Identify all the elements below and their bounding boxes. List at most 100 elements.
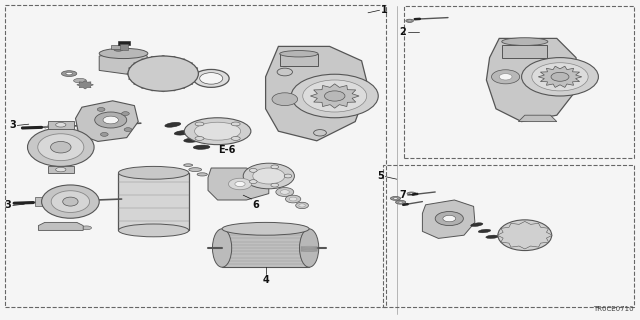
Ellipse shape xyxy=(42,185,99,218)
Ellipse shape xyxy=(301,249,317,250)
Ellipse shape xyxy=(507,225,543,245)
Ellipse shape xyxy=(284,174,292,178)
Ellipse shape xyxy=(150,64,161,69)
Text: 5: 5 xyxy=(377,171,384,181)
Ellipse shape xyxy=(486,235,499,238)
Ellipse shape xyxy=(522,58,598,96)
Ellipse shape xyxy=(157,70,170,77)
Ellipse shape xyxy=(195,137,204,140)
Polygon shape xyxy=(222,229,309,267)
Text: E-6: E-6 xyxy=(218,145,236,156)
Text: 3: 3 xyxy=(9,120,16,130)
Ellipse shape xyxy=(272,93,298,106)
Ellipse shape xyxy=(399,202,403,203)
Ellipse shape xyxy=(406,19,413,22)
Ellipse shape xyxy=(118,224,189,237)
Polygon shape xyxy=(310,84,359,108)
Ellipse shape xyxy=(303,80,367,112)
Ellipse shape xyxy=(243,163,294,189)
Ellipse shape xyxy=(81,226,92,230)
Ellipse shape xyxy=(276,188,294,196)
Ellipse shape xyxy=(195,122,204,126)
Ellipse shape xyxy=(38,134,84,161)
Ellipse shape xyxy=(149,67,177,81)
Ellipse shape xyxy=(193,69,229,87)
Ellipse shape xyxy=(280,190,289,194)
Ellipse shape xyxy=(250,168,257,172)
Ellipse shape xyxy=(301,250,317,251)
Text: 6: 6 xyxy=(253,200,260,210)
Ellipse shape xyxy=(173,71,185,76)
Polygon shape xyxy=(486,38,579,122)
Ellipse shape xyxy=(28,128,94,166)
Ellipse shape xyxy=(189,168,202,172)
Ellipse shape xyxy=(195,122,241,140)
Polygon shape xyxy=(48,166,74,173)
Ellipse shape xyxy=(250,180,257,184)
Ellipse shape xyxy=(407,192,416,195)
Polygon shape xyxy=(266,46,368,141)
Ellipse shape xyxy=(118,166,189,179)
Polygon shape xyxy=(76,101,138,141)
Ellipse shape xyxy=(128,56,198,91)
Ellipse shape xyxy=(499,74,512,80)
Ellipse shape xyxy=(271,183,278,187)
Ellipse shape xyxy=(124,128,132,132)
Ellipse shape xyxy=(212,229,232,267)
Polygon shape xyxy=(48,121,74,129)
Ellipse shape xyxy=(95,112,127,128)
Ellipse shape xyxy=(435,212,463,226)
Ellipse shape xyxy=(51,191,90,212)
Ellipse shape xyxy=(165,122,180,127)
Ellipse shape xyxy=(271,165,278,169)
Ellipse shape xyxy=(184,118,251,145)
Ellipse shape xyxy=(197,173,207,176)
Polygon shape xyxy=(280,54,318,66)
Ellipse shape xyxy=(396,200,406,204)
Ellipse shape xyxy=(56,167,66,172)
Ellipse shape xyxy=(200,73,223,84)
Ellipse shape xyxy=(410,193,413,194)
Ellipse shape xyxy=(100,132,108,136)
Ellipse shape xyxy=(222,222,309,235)
Ellipse shape xyxy=(301,251,317,252)
Ellipse shape xyxy=(228,178,252,190)
Polygon shape xyxy=(518,115,557,122)
Text: 1: 1 xyxy=(381,4,388,15)
Ellipse shape xyxy=(301,249,317,251)
Ellipse shape xyxy=(300,229,319,267)
Ellipse shape xyxy=(443,215,456,222)
Ellipse shape xyxy=(63,197,78,206)
Ellipse shape xyxy=(408,20,412,21)
Bar xyxy=(111,45,122,49)
Polygon shape xyxy=(77,81,93,89)
Ellipse shape xyxy=(390,196,401,200)
Polygon shape xyxy=(35,197,42,206)
Bar xyxy=(120,44,128,50)
Text: 4: 4 xyxy=(262,275,269,285)
Ellipse shape xyxy=(99,48,148,59)
Polygon shape xyxy=(538,66,582,87)
Text: 3: 3 xyxy=(4,200,12,210)
Ellipse shape xyxy=(103,116,118,124)
Text: 2: 2 xyxy=(399,27,406,37)
Ellipse shape xyxy=(114,48,123,51)
Ellipse shape xyxy=(174,131,191,135)
Ellipse shape xyxy=(184,138,200,142)
Ellipse shape xyxy=(280,51,318,57)
Polygon shape xyxy=(497,221,552,249)
Ellipse shape xyxy=(470,223,483,227)
Ellipse shape xyxy=(97,108,105,111)
Polygon shape xyxy=(422,200,475,238)
Ellipse shape xyxy=(122,112,129,116)
Ellipse shape xyxy=(492,70,520,84)
Ellipse shape xyxy=(231,122,240,126)
Ellipse shape xyxy=(193,145,210,149)
Bar xyxy=(118,41,130,45)
Ellipse shape xyxy=(56,123,66,127)
Ellipse shape xyxy=(74,78,86,83)
Ellipse shape xyxy=(324,91,345,101)
Ellipse shape xyxy=(478,229,491,233)
Polygon shape xyxy=(208,168,269,200)
Ellipse shape xyxy=(285,195,301,203)
